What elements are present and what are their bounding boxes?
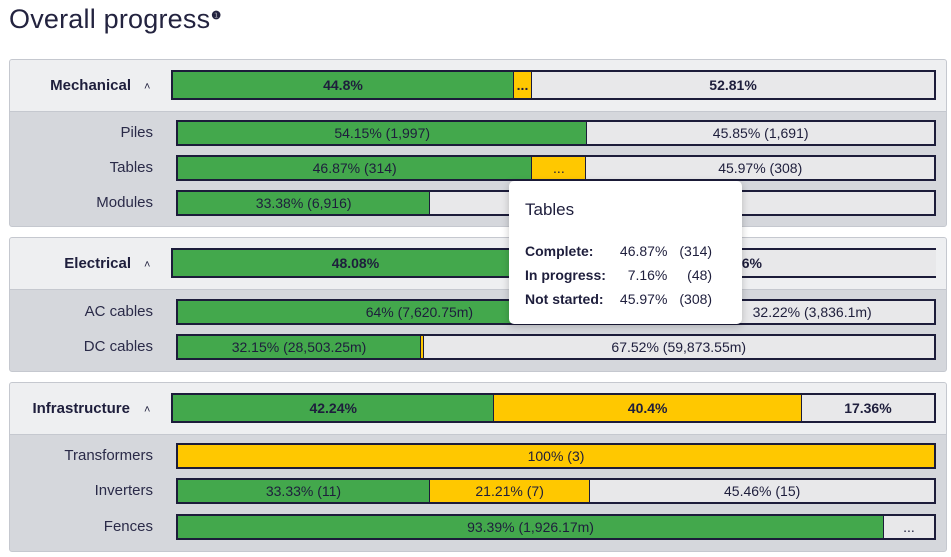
infrastructure-summary-progress-bar[interactable]: 42.24% 40.4% 17.36% <box>171 393 936 423</box>
tooltip-row-not-started: Not started: 45.97% (308) <box>525 287 712 311</box>
segment-complete[interactable]: 33.38% (6,916) <box>178 192 431 214</box>
segment-not-started[interactable]: 32.22% (3,836.1m) <box>690 301 934 323</box>
segment-not-started[interactable]: 67.52% (59,873.55m) <box>423 336 934 358</box>
segment-complete[interactable]: 93.39% (1,926.17m) <box>178 516 885 538</box>
row-label-fences: Fences <box>103 518 153 535</box>
page-title: Overall progress❶ <box>9 4 222 35</box>
tooltip-key: In progress: <box>525 267 606 283</box>
tooltip-row-in-progress: In progress: 7.16% (48) <box>525 263 712 287</box>
row-label-inverters: Inverters <box>94 482 153 499</box>
segment-complete[interactable]: 44.8% <box>173 72 514 98</box>
segment-in-progress[interactable]: 21.21% (7) <box>429 480 591 502</box>
segment-in-progress[interactable]: 100% (3) <box>178 445 934 467</box>
group-title[interactable]: Mechanical <box>50 77 131 94</box>
transformers-progress-bar[interactable]: 100% (3) <box>176 443 936 469</box>
segment-complete[interactable]: 46.87% (314) <box>178 157 533 179</box>
segment-complete[interactable]: 54.15% (1,997) <box>178 122 588 144</box>
tooltip-count: (314) <box>679 243 713 259</box>
segment-not-started[interactable]: 52.81% <box>532 72 934 98</box>
group-title[interactable]: Infrastructure <box>32 400 130 417</box>
segment-not-started[interactable]: 45.85% (1,691) <box>587 122 934 144</box>
chevron-up-icon[interactable]: ˄ <box>144 259 151 271</box>
tooltip-count: (308) <box>679 291 713 307</box>
segment-in-progress[interactable]: ... <box>513 72 533 98</box>
tooltip-key: Not started: <box>525 291 604 307</box>
tooltip-table: Complete: 46.87% (314) In progress: 7.16… <box>525 239 712 311</box>
tooltip-row-complete: Complete: 46.87% (314) <box>525 239 712 263</box>
tooltip-key: Complete: <box>525 243 594 259</box>
chevron-up-icon[interactable]: ˄ <box>144 81 151 93</box>
row-label-ac-cables: AC cables <box>84 303 153 320</box>
segment-not-started[interactable]: 17.36% <box>801 395 934 421</box>
inverters-progress-bar[interactable]: 33.33% (11) 21.21% (7) 45.46% (15) <box>176 478 936 504</box>
segment-not-started[interactable]: 45.46% (15) <box>590 480 934 502</box>
tooltip-title: Tables <box>525 200 575 219</box>
tooltip-count: (48) <box>687 267 713 283</box>
tables-progress-bar[interactable]: 46.87% (314)... 45.97% (308) <box>176 155 936 181</box>
row-label-tables: Tables <box>109 159 153 176</box>
tooltip: Tables Complete: 46.87% (314) In progres… <box>509 181 742 324</box>
tooltip-percent: 45.97% <box>619 291 668 307</box>
segment-in-progress[interactable]: ... <box>532 157 587 179</box>
segment-complete[interactable]: 33.33% (11) <box>178 480 430 502</box>
mechanical-summary-progress-bar[interactable]: 44.8%... 52.81% <box>171 70 936 100</box>
segment-in-progress[interactable] <box>421 336 424 358</box>
dc-cables-progress-bar[interactable]: 32.15% (28,503.25m) 67.52% (59,873.55m) <box>176 334 936 360</box>
row-label-modules: Modules <box>96 194 153 211</box>
row-label-piles: Piles <box>120 124 153 141</box>
info-icon[interactable]: ❶ <box>211 10 222 22</box>
row-label-transformers: Transformers <box>64 447 153 464</box>
segment-complete[interactable]: 32.15% (28,503.25m) <box>178 336 422 358</box>
segment-not-started[interactable]: 45.97% (308) <box>586 157 934 179</box>
fences-progress-bar[interactable]: 93.39% (1,926.17m)... <box>176 514 936 540</box>
segment-complete[interactable]: 48.08% <box>173 250 539 276</box>
tooltip-percent: 46.87% <box>619 243 668 259</box>
segment-not-started[interactable]: ... <box>884 516 934 538</box>
segment-complete[interactable]: 42.24% <box>173 395 495 421</box>
chevron-up-icon[interactable]: ˄ <box>144 404 151 416</box>
piles-progress-bar[interactable]: 54.15% (1,997) 45.85% (1,691) <box>176 120 936 146</box>
group-title[interactable]: Electrical <box>64 255 131 272</box>
segment-in-progress[interactable]: 40.4% <box>494 395 802 421</box>
tooltip-percent: 7.16% <box>627 267 668 283</box>
row-label-dc-cables: DC cables <box>83 338 153 355</box>
page-title-text: Overall progress <box>9 4 211 34</box>
